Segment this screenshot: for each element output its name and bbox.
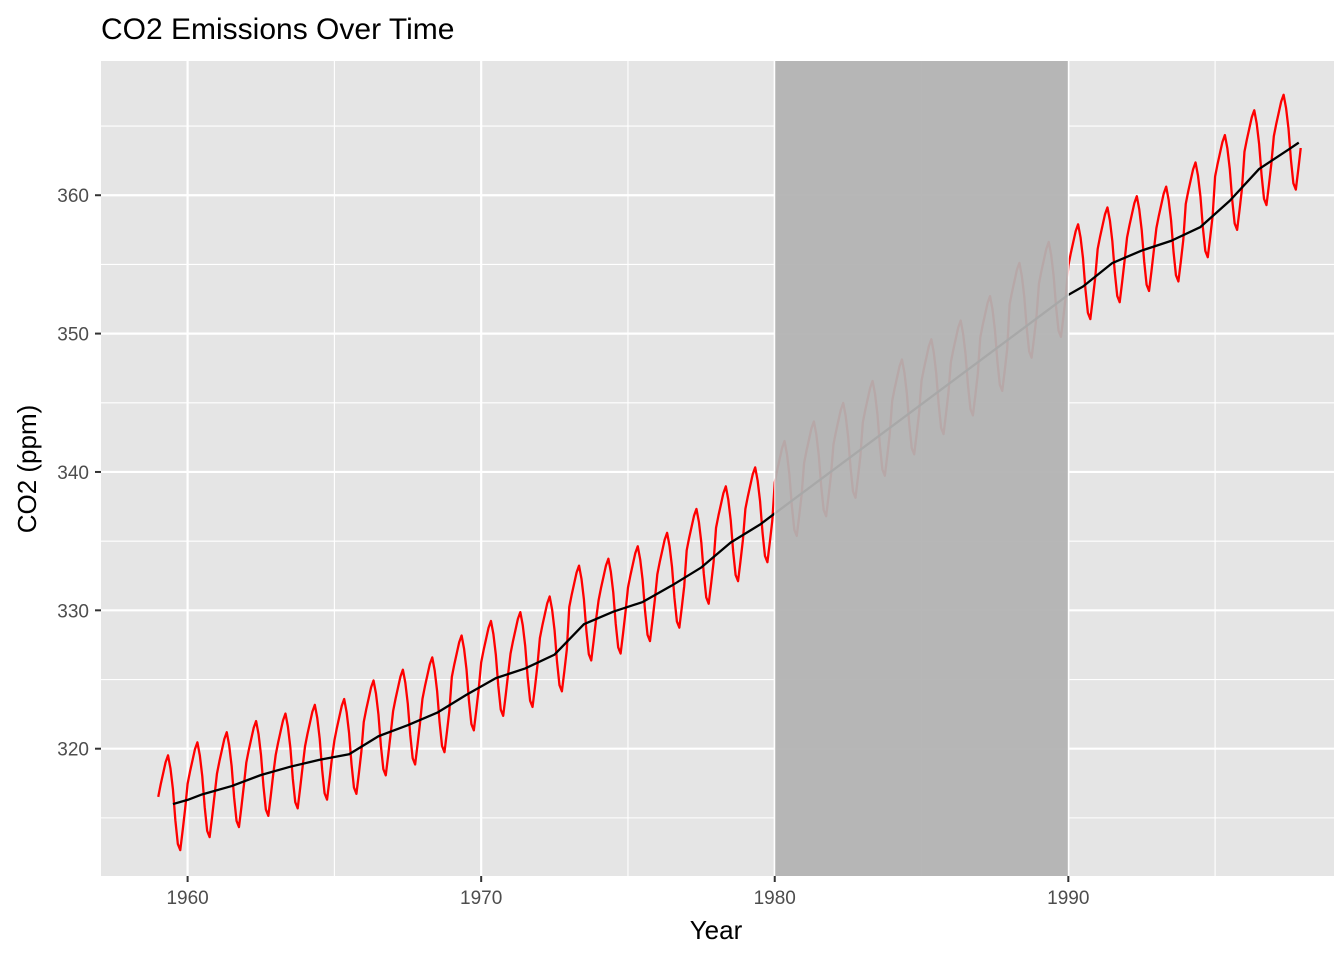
- x-tick-label-1970: 1970: [460, 888, 502, 909]
- x-tick-label-1960: 1960: [166, 888, 208, 909]
- y-axis-title: CO2 (ppm): [12, 405, 42, 534]
- x-tick-label-1980: 1980: [754, 888, 796, 909]
- y-tick-labels: 320 330 340 350 360: [57, 186, 89, 760]
- y-tick-label-330: 330: [57, 601, 89, 622]
- chart-title: CO2 Emissions Over Time: [101, 13, 454, 46]
- y-tick-marks: [95, 194, 101, 750]
- y-tick-label-320: 320: [57, 740, 89, 761]
- shaded-region: [774, 61, 1069, 876]
- x-tick-label-1990: 1990: [1047, 888, 1089, 909]
- y-tick-label-360: 360: [57, 186, 89, 207]
- y-tick-label-340: 340: [57, 463, 89, 484]
- x-tick-labels: 1960 1970 1980 1990: [166, 888, 1089, 909]
- x-tick-marks: [186, 876, 1070, 882]
- series-layer: [157, 93, 1302, 852]
- monthly-co2-line: [157, 93, 1302, 852]
- trend-line: [172, 141, 1300, 806]
- y-tick-label-350: 350: [57, 325, 89, 346]
- x-axis-title: Year: [690, 915, 743, 945]
- plot-panel: [101, 61, 1334, 876]
